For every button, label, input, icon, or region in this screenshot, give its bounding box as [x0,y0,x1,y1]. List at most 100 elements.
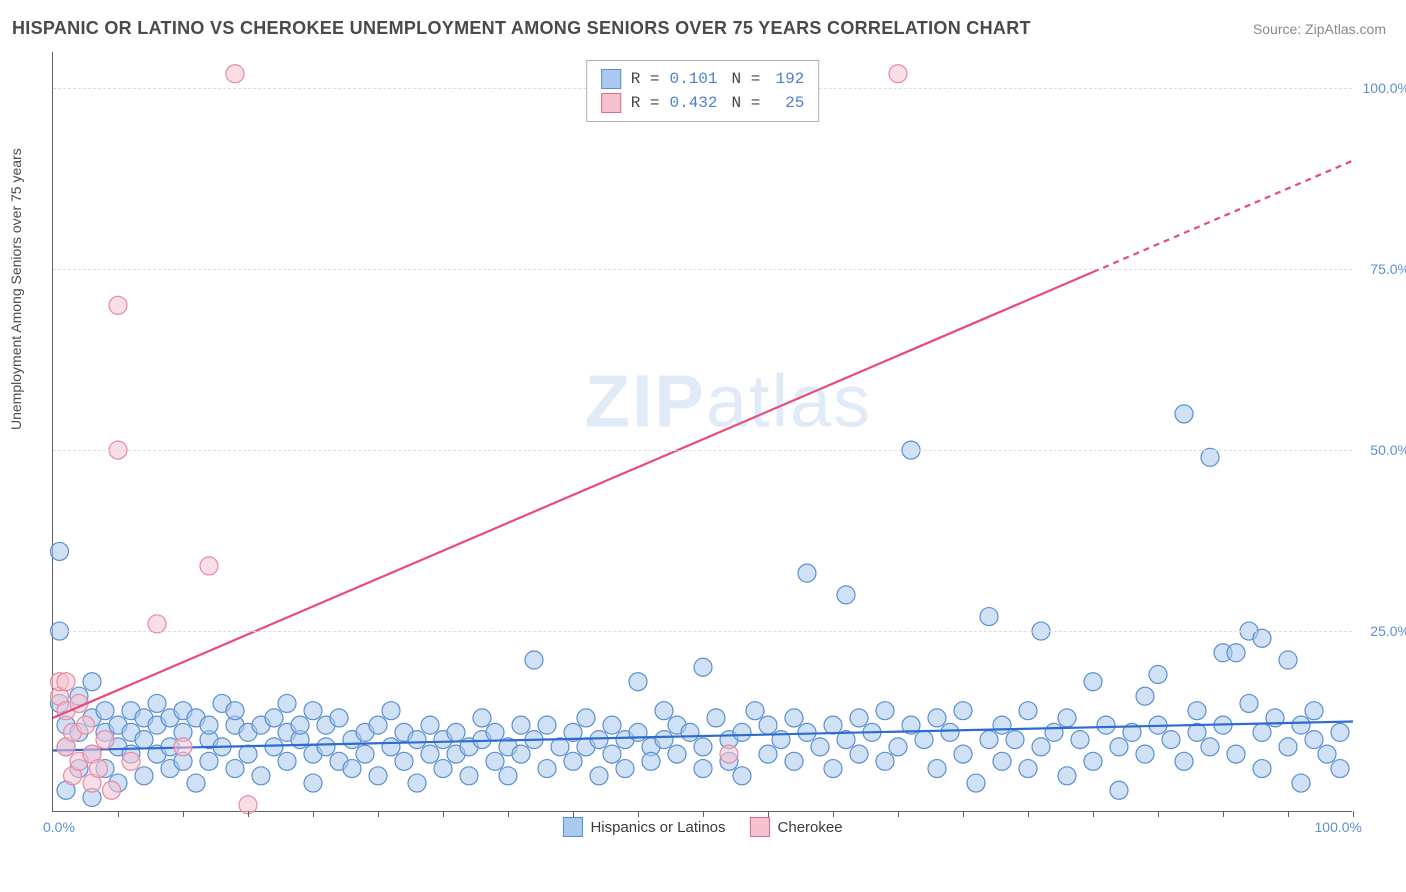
source-link[interactable]: ZipAtlas.com [1305,21,1386,37]
data-point [226,65,244,83]
y-tick-label: 100.0% [1363,80,1406,96]
data-point [889,65,907,83]
data-point [681,723,699,741]
data-point [564,752,582,770]
data-point [226,702,244,720]
data-point [1279,738,1297,756]
data-point [135,767,153,785]
legend-swatch [562,817,582,837]
data-point [265,738,283,756]
data-point [447,723,465,741]
data-point [551,738,569,756]
data-point [1305,702,1323,720]
data-point [928,760,946,778]
data-point [460,767,478,785]
data-point [629,673,647,691]
data-point [356,745,374,763]
x-tick [1028,811,1029,817]
data-point [603,745,621,763]
data-point [876,702,894,720]
data-point [1227,644,1245,662]
n-value: 25 [770,91,804,115]
data-point [226,760,244,778]
data-point [421,745,439,763]
data-point [382,702,400,720]
n-label: N = [732,67,761,91]
data-point [1227,745,1245,763]
data-point [1331,723,1349,741]
data-point [1305,731,1323,749]
data-point [408,731,426,749]
data-point [850,709,868,727]
series-legend-item: Cherokee [750,817,843,837]
data-point [824,760,842,778]
data-point [83,673,101,691]
data-point [993,716,1011,734]
n-value: 192 [770,67,804,91]
source-attribution: Source: ZipAtlas.com [1253,21,1386,37]
data-point [590,731,608,749]
series-legend-item: Hispanics or Latinos [562,817,725,837]
data-point [980,608,998,626]
data-point [538,716,556,734]
data-point [1175,405,1193,423]
data-point [330,709,348,727]
data-point [96,731,114,749]
data-point [77,716,95,734]
data-point [278,694,296,712]
y-tick-label: 50.0% [1370,442,1406,458]
data-point [1318,745,1336,763]
data-point [239,745,257,763]
data-point [1136,745,1154,763]
data-point [967,774,985,792]
data-point [525,651,543,669]
data-point [954,745,972,763]
x-tick [1353,811,1354,817]
data-point [1032,738,1050,756]
legend-label: Cherokee [778,819,843,836]
data-point [51,542,69,560]
data-point [1149,665,1167,683]
legend-row: R =0.101N =192 [601,67,805,91]
data-point [96,702,114,720]
data-point [291,716,309,734]
legend-label: Hispanics or Latinos [590,819,725,836]
data-point [850,745,868,763]
data-point [1331,760,1349,778]
data-point [993,752,1011,770]
x-tick [443,811,444,817]
data-point [1045,723,1063,741]
data-point [785,709,803,727]
data-point [785,752,803,770]
gridline [53,631,1352,632]
data-point [200,557,218,575]
data-point [1058,709,1076,727]
x-tick [183,811,184,817]
data-point [317,738,335,756]
data-point [746,702,764,720]
x-tick [118,811,119,817]
gridline [53,269,1352,270]
data-point [1097,716,1115,734]
chart-title: HISPANIC OR LATINO VS CHEROKEE UNEMPLOYM… [12,18,1031,39]
data-point [590,767,608,785]
data-point [1292,774,1310,792]
x-tick [313,811,314,817]
data-point [759,716,777,734]
data-point [720,745,738,763]
data-point [980,731,998,749]
data-point [252,767,270,785]
data-point [395,752,413,770]
data-point [486,723,504,741]
data-point [1188,702,1206,720]
data-point [90,760,108,778]
data-point [954,702,972,720]
y-tick-label: 25.0% [1370,623,1406,639]
data-point [200,716,218,734]
trend-line-dashed [1093,161,1353,272]
data-point [733,767,751,785]
data-point [889,738,907,756]
x-origin-label: 0.0% [43,819,75,835]
x-tick [378,811,379,817]
data-point [811,738,829,756]
